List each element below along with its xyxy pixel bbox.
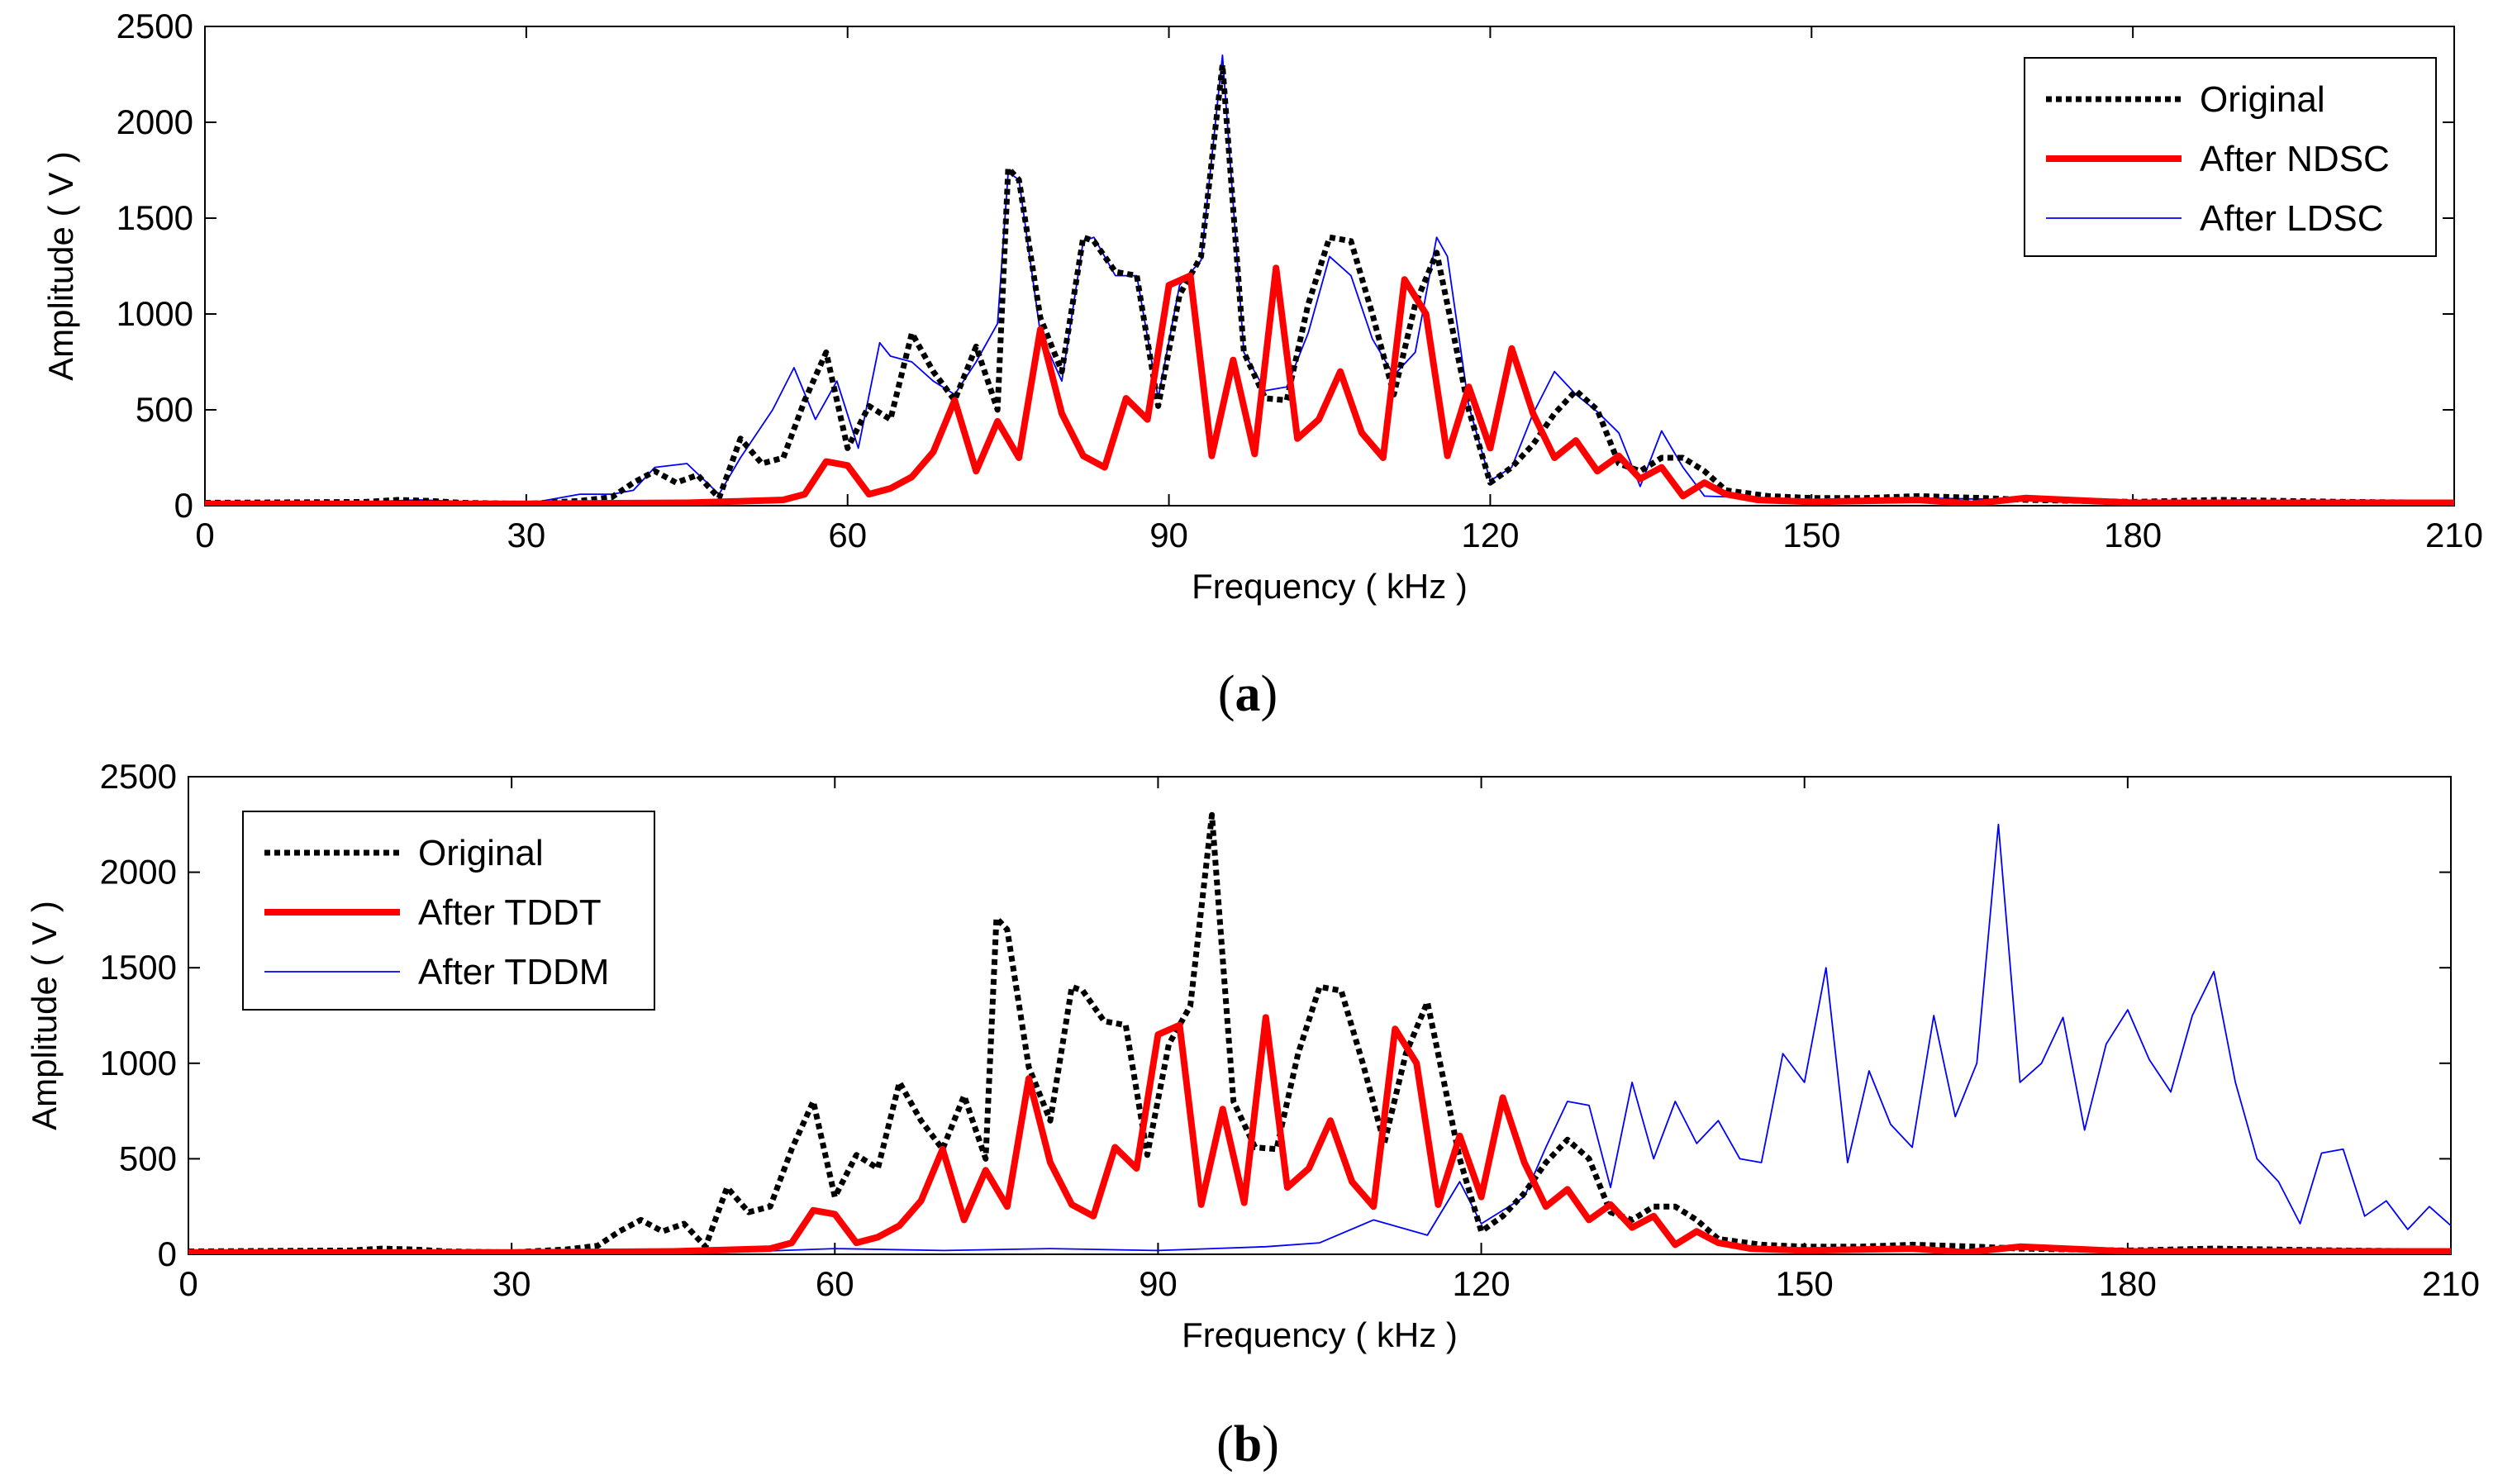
x-tick-label: 180 [2104,516,2162,554]
x-axis-label: Frequency ( kHz ) [1192,567,1468,606]
y-tick-label: 2500 [117,7,193,45]
y-tick-label: 2000 [117,102,193,141]
legend-label: After TDDT [418,892,602,933]
x-tick-label: 150 [1776,1264,1834,1303]
series-line-after-ndsc [205,264,2454,506]
series-line-after-tddt [188,1014,2451,1254]
x-tick-label: 120 [1461,516,1519,554]
y-tick-label: 1500 [100,948,177,987]
x-tick-label: 90 [1149,516,1188,554]
x-tick-label: 0 [195,516,214,554]
x-tick-label: 0 [178,1264,197,1303]
y-tick-label: 0 [174,486,193,525]
legend-label: After NDSC [2200,139,2390,179]
x-tick-label: 60 [816,1264,854,1303]
x-tick-label: 180 [2099,1264,2157,1303]
series-line-original [205,61,2454,506]
y-tick-label: 1000 [117,294,193,333]
y-tick-label: 1500 [117,198,193,237]
x-tick-label: 210 [2425,516,2483,554]
legend-label: Original [418,833,544,873]
x-tick-label: 90 [1139,1264,1178,1303]
x-tick-label: 30 [507,516,545,554]
x-tick-label: 210 [2422,1264,2480,1303]
legend-label: Original [2200,79,2325,120]
y-axis-label: Amplitude ( V ) [25,901,64,1130]
y-tick-label: 500 [136,390,193,429]
legend-label: After LDSC [2200,198,2384,239]
x-tick-label: 30 [492,1264,531,1303]
x-axis-label: Frequency ( kHz ) [1182,1315,1458,1354]
chart-a: 0 30 60 90 120 150 180 210 0 500 1000 1500 2000 2500 F… [41,7,2483,722]
y-axis-label: Amplitude ( V ) [41,151,80,381]
y-tick-label: 0 [158,1234,177,1273]
y-tick-label: 500 [119,1139,177,1177]
x-tick-label: 60 [828,516,867,554]
x-tick-label: 120 [1453,1264,1511,1303]
x-tick-label: 150 [1782,516,1840,554]
chart-b: 0 30 60 90 120 150 180 210 0 500 1000 1500 2000 2500 F… [25,757,2480,1472]
y-tick-label: 2000 [100,853,177,892]
panel-label: (a) [1218,666,1278,722]
y-tick-label: 1000 [100,1044,177,1082]
y-tick-label: 2500 [100,757,177,796]
legend-label: After TDDM [418,952,609,992]
legend-box [2024,57,2437,257]
series-line-after-tddm [188,823,2451,1253]
panel-label: (b) [1216,1416,1279,1472]
